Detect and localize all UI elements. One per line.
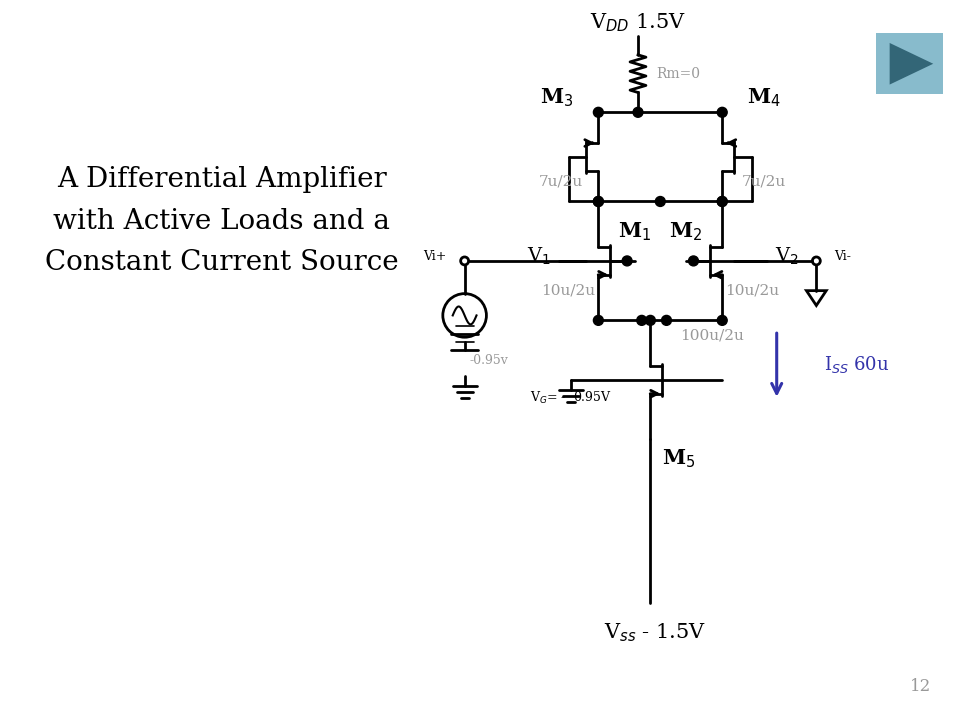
Circle shape [661, 315, 671, 325]
Polygon shape [890, 43, 933, 84]
Text: V$_2$: V$_2$ [775, 246, 799, 266]
Circle shape [688, 256, 699, 266]
Circle shape [717, 197, 727, 207]
Circle shape [593, 107, 603, 117]
Circle shape [636, 315, 647, 325]
Text: A Differential Amplifier
with Active Loads and a
Constant Current Source: A Differential Amplifier with Active Loa… [45, 166, 398, 276]
Text: M$_1$: M$_1$ [618, 220, 652, 243]
Circle shape [717, 107, 727, 117]
Text: M$_3$: M$_3$ [540, 86, 573, 109]
Text: 10u/2u: 10u/2u [541, 284, 596, 297]
Text: 7u/2u: 7u/2u [539, 175, 583, 189]
Text: V$_{DD}$ 1.5V: V$_{DD}$ 1.5V [590, 12, 686, 35]
Text: -0.95v: -0.95v [470, 354, 509, 366]
Circle shape [717, 315, 727, 325]
Text: M$_4$: M$_4$ [747, 86, 780, 109]
Text: Vi+: Vi+ [423, 251, 446, 264]
Text: M$_5$: M$_5$ [662, 448, 696, 470]
Text: I$_{SS}$ 60u: I$_{SS}$ 60u [825, 354, 890, 375]
Text: Rm=0: Rm=0 [656, 67, 700, 81]
Circle shape [593, 197, 603, 207]
Circle shape [593, 197, 603, 207]
Circle shape [593, 315, 603, 325]
Text: Vi-: Vi- [834, 251, 852, 264]
Circle shape [656, 197, 665, 207]
Text: 12: 12 [910, 678, 931, 696]
Text: V$_{ss}$ - 1.5V: V$_{ss}$ - 1.5V [604, 621, 707, 644]
Circle shape [622, 256, 632, 266]
Bar [876, 33, 943, 94]
Text: V$_G$= -  0.95V: V$_G$= - 0.95V [530, 390, 612, 405]
Circle shape [717, 197, 727, 207]
Circle shape [633, 107, 643, 117]
Text: 10u/2u: 10u/2u [725, 284, 779, 297]
Text: 7u/2u: 7u/2u [742, 175, 786, 189]
Circle shape [645, 315, 656, 325]
Text: V$_1$: V$_1$ [527, 246, 551, 266]
Polygon shape [806, 291, 827, 305]
Text: 100u/2u: 100u/2u [680, 328, 744, 342]
Text: M$_2$: M$_2$ [669, 220, 703, 243]
